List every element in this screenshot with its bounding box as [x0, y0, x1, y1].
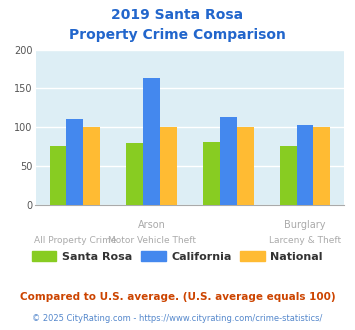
Text: Burglary: Burglary: [284, 220, 326, 230]
Bar: [66, 119, 83, 205]
Text: Larceny & Theft: Larceny & Theft: [269, 236, 341, 245]
Text: Motor Vehicle Theft: Motor Vehicle Theft: [108, 236, 196, 245]
Bar: [126, 143, 143, 205]
Text: Arson: Arson: [138, 220, 165, 230]
Legend: Santa Rosa, California, National: Santa Rosa, California, National: [28, 247, 327, 267]
Text: 2019 Santa Rosa: 2019 Santa Rosa: [111, 8, 244, 22]
Bar: [220, 117, 237, 205]
Bar: [280, 147, 296, 205]
Bar: [50, 146, 66, 205]
Bar: [313, 127, 330, 205]
Bar: [143, 78, 160, 205]
Text: All Property Crime: All Property Crime: [34, 236, 116, 245]
Text: Property Crime Comparison: Property Crime Comparison: [69, 28, 286, 42]
Text: Compared to U.S. average. (U.S. average equals 100): Compared to U.S. average. (U.S. average …: [20, 292, 335, 302]
Text: © 2025 CityRating.com - https://www.cityrating.com/crime-statistics/: © 2025 CityRating.com - https://www.city…: [32, 314, 323, 323]
Bar: [83, 127, 100, 205]
Bar: [203, 142, 220, 205]
Bar: [160, 127, 177, 205]
Bar: [237, 127, 253, 205]
Bar: [296, 125, 313, 205]
